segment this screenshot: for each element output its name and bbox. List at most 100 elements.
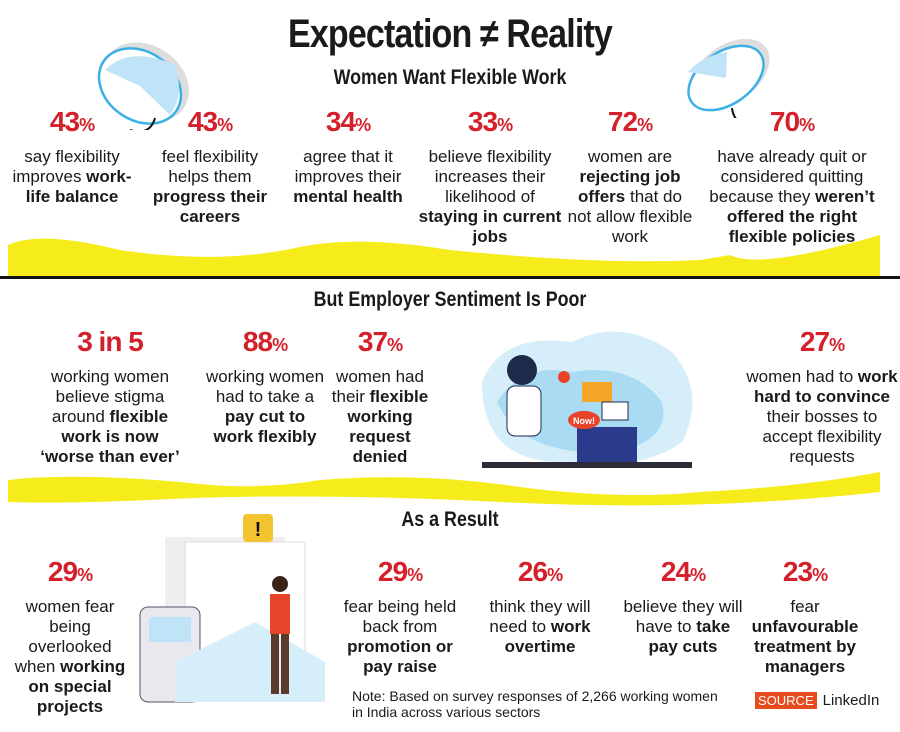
stat-description: feel flexibility helps them progress the… [145, 147, 275, 227]
stat-item: 29% fear being held back from promotion o… [335, 556, 465, 677]
stat-text: fear being held back from [343, 597, 457, 636]
stat-value: 33% [415, 106, 565, 141]
survey-note: Note: Based on survey responses of 2,266… [352, 688, 718, 720]
stat-description: believe flexibility increases their like… [415, 147, 565, 247]
stat-value: 29% [8, 556, 133, 591]
stat-number: 72 [607, 106, 638, 137]
stat-value: 43% [145, 106, 275, 141]
stat-text-bold: take pay cuts [648, 617, 731, 656]
stat-text-bold: pay cut to work flexibly [213, 407, 317, 446]
stat-item: 24% believe they will have to take pay cu… [623, 556, 743, 657]
stat-text: working women had to take a [205, 367, 325, 406]
stat-text: believe flexibility increases their like… [428, 147, 552, 206]
stat-unit: % [799, 115, 815, 135]
stat-description: working women believe stigma around flex… [40, 367, 180, 467]
stat-text-bold: work-life balance [25, 167, 132, 206]
source-name: LinkedIn [822, 692, 880, 709]
stat-item: 34% agree that it improves their mental h… [283, 106, 413, 207]
stat-text: believe they will have to [623, 597, 743, 636]
stat-item: 43% feel flexibility helps them progress … [145, 106, 275, 227]
stat-text: agree that it improves their [294, 147, 402, 186]
source-label: SOURCE [755, 692, 817, 709]
stat-number: 23 [782, 556, 813, 587]
stat-text: women fear being overlooked when [14, 597, 115, 676]
stat-value: 3 in 5 [40, 326, 180, 361]
stat-number: 70 [769, 106, 800, 137]
pie-chart-icon [97, 42, 189, 130]
stat-item: 88% working women had to take a pay cut t… [205, 326, 325, 447]
stat-value: 23% [745, 556, 865, 591]
stat-text-bold: flexible working request denied [347, 387, 429, 466]
stat-number: 34 [325, 106, 356, 137]
stat-number: 29 [47, 556, 78, 587]
stat-text-bold: staying in current jobs [418, 207, 562, 246]
stat-description: agree that it improves their mental heal… [283, 147, 413, 207]
stat-item: 29% women fear being overlooked when work… [8, 556, 133, 717]
stat-value: 29% [335, 556, 465, 591]
stat-description: say flexibility improves work-life balan… [7, 147, 137, 207]
stat-number: 43 [187, 106, 218, 137]
stat-description: think they will need to work overtime [485, 597, 595, 657]
stat-item: 27% women had to work hard to convince th… [742, 326, 900, 467]
stat-text-bold: rejecting job offers [578, 167, 681, 206]
source-credit: SOURCE LinkedIn [755, 692, 879, 709]
stat-description: fear unfavourable treatment by managers [745, 597, 865, 677]
section-heading: As a Result [401, 508, 499, 531]
pie-chart-icon [687, 38, 770, 118]
yellow-wave-decoration [8, 472, 880, 506]
stat-text-bold: working on special projects [28, 657, 126, 716]
stat-text-bold: work overtime [504, 617, 591, 656]
stat-description: women are rejecting job offers that do n… [565, 147, 695, 247]
stat-item: 3 in 5 working women believe stigma aroun… [40, 326, 180, 467]
stat-description: women fear being overlooked when working… [8, 597, 133, 717]
stat-number: 3 in 5 [77, 326, 144, 357]
page-title: Expectation ≠ Reality [288, 12, 613, 56]
worried-woman-illustration: ! [139, 514, 325, 703]
stat-description: fear being held back from promotion or p… [335, 597, 465, 677]
stat-text-bold: flexible work is now ‘worse than ever’ [40, 407, 180, 466]
stat-text-bold: work hard to convince [753, 367, 898, 406]
stat-text: women had to [746, 367, 858, 386]
stat-value: 70% [707, 106, 877, 141]
stat-number: 33 [467, 106, 498, 137]
stat-unit: % [272, 335, 288, 355]
stat-text-bold: progress their careers [152, 187, 268, 226]
stat-item: 26% think they will need to work overtime [485, 556, 595, 657]
stat-item: 37% women had their flexible working requ… [325, 326, 435, 467]
stat-item: 72% women are rejecting job offers that d… [565, 106, 695, 247]
stat-text: think they will need to [489, 597, 591, 636]
stat-number: 29 [377, 556, 408, 587]
stat-number: 26 [517, 556, 548, 587]
stat-text: say flexibility improves [12, 147, 120, 186]
stat-number: 43 [49, 106, 80, 137]
stat-unit: % [829, 335, 845, 355]
stat-text: working women believe stigma around [50, 367, 170, 426]
svg-text:!: ! [255, 519, 262, 541]
stat-description: working women had to take a pay cut to w… [205, 367, 325, 447]
stat-text-bold: promotion or pay raise [347, 637, 453, 676]
stat-text: that do not allow flexible work [567, 187, 693, 246]
stat-unit: % [690, 565, 706, 585]
stat-unit: % [77, 565, 93, 585]
stat-value: 88% [205, 326, 325, 361]
stat-number: 27 [799, 326, 830, 357]
stat-item: 23% fear unfavourable treatment by manage… [745, 556, 865, 677]
section-heading: Women Want Flexible Work [333, 66, 567, 89]
stat-value: 34% [283, 106, 413, 141]
stat-value: 43% [7, 106, 137, 141]
stat-value: 27% [742, 326, 900, 361]
stat-text: women are [587, 147, 673, 166]
stat-unit: % [217, 115, 233, 135]
stat-text: feel flexibility helps them [161, 147, 259, 186]
stat-description: women had their flexible working request… [325, 367, 435, 467]
stat-value: 26% [485, 556, 595, 591]
stat-text-bold: weren’t offered the right flexible polic… [726, 187, 875, 246]
stat-value: 37% [325, 326, 435, 361]
stat-text: have already quit or considered quitting… [709, 147, 867, 206]
stat-description: women had to work hard to convince their… [742, 367, 900, 467]
stat-text-bold: unfavourable treatment by managers [751, 617, 859, 676]
stat-unit: % [407, 565, 423, 585]
stat-value: 24% [623, 556, 743, 591]
now-badge: Now! [573, 416, 595, 426]
stressed-worker-illustration: Now! [482, 331, 693, 468]
